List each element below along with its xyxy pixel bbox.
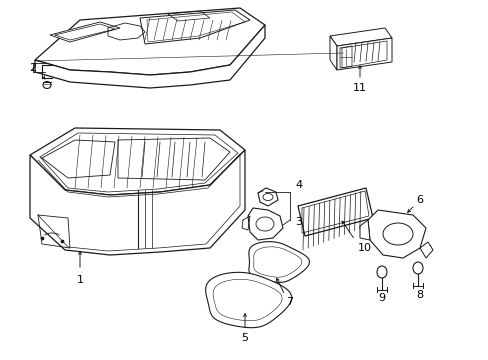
Text: 7: 7 (286, 297, 293, 307)
Polygon shape (30, 128, 244, 195)
Polygon shape (297, 188, 372, 236)
Ellipse shape (412, 262, 422, 274)
Text: 9: 9 (378, 293, 385, 303)
Text: 2: 2 (29, 63, 37, 73)
Polygon shape (30, 150, 244, 255)
Polygon shape (329, 36, 336, 70)
Text: 10: 10 (357, 243, 371, 253)
Text: 8: 8 (416, 290, 423, 300)
Polygon shape (258, 188, 278, 206)
Polygon shape (336, 38, 391, 70)
Text: 6: 6 (416, 195, 423, 205)
Text: 11: 11 (352, 83, 366, 93)
Polygon shape (248, 242, 309, 282)
Ellipse shape (382, 223, 412, 245)
Polygon shape (359, 220, 369, 240)
Ellipse shape (256, 217, 273, 231)
Ellipse shape (376, 266, 386, 278)
Polygon shape (205, 272, 291, 328)
Ellipse shape (43, 81, 51, 89)
Text: 3: 3 (294, 217, 302, 227)
Polygon shape (247, 208, 283, 240)
Polygon shape (35, 8, 264, 75)
Text: 4: 4 (294, 180, 302, 190)
Polygon shape (419, 242, 432, 258)
Polygon shape (35, 25, 264, 88)
Text: 5: 5 (241, 333, 248, 343)
Polygon shape (50, 22, 120, 42)
Polygon shape (140, 10, 249, 44)
Polygon shape (367, 210, 425, 258)
Ellipse shape (263, 194, 272, 201)
Polygon shape (329, 28, 391, 46)
Text: 1: 1 (76, 275, 83, 285)
